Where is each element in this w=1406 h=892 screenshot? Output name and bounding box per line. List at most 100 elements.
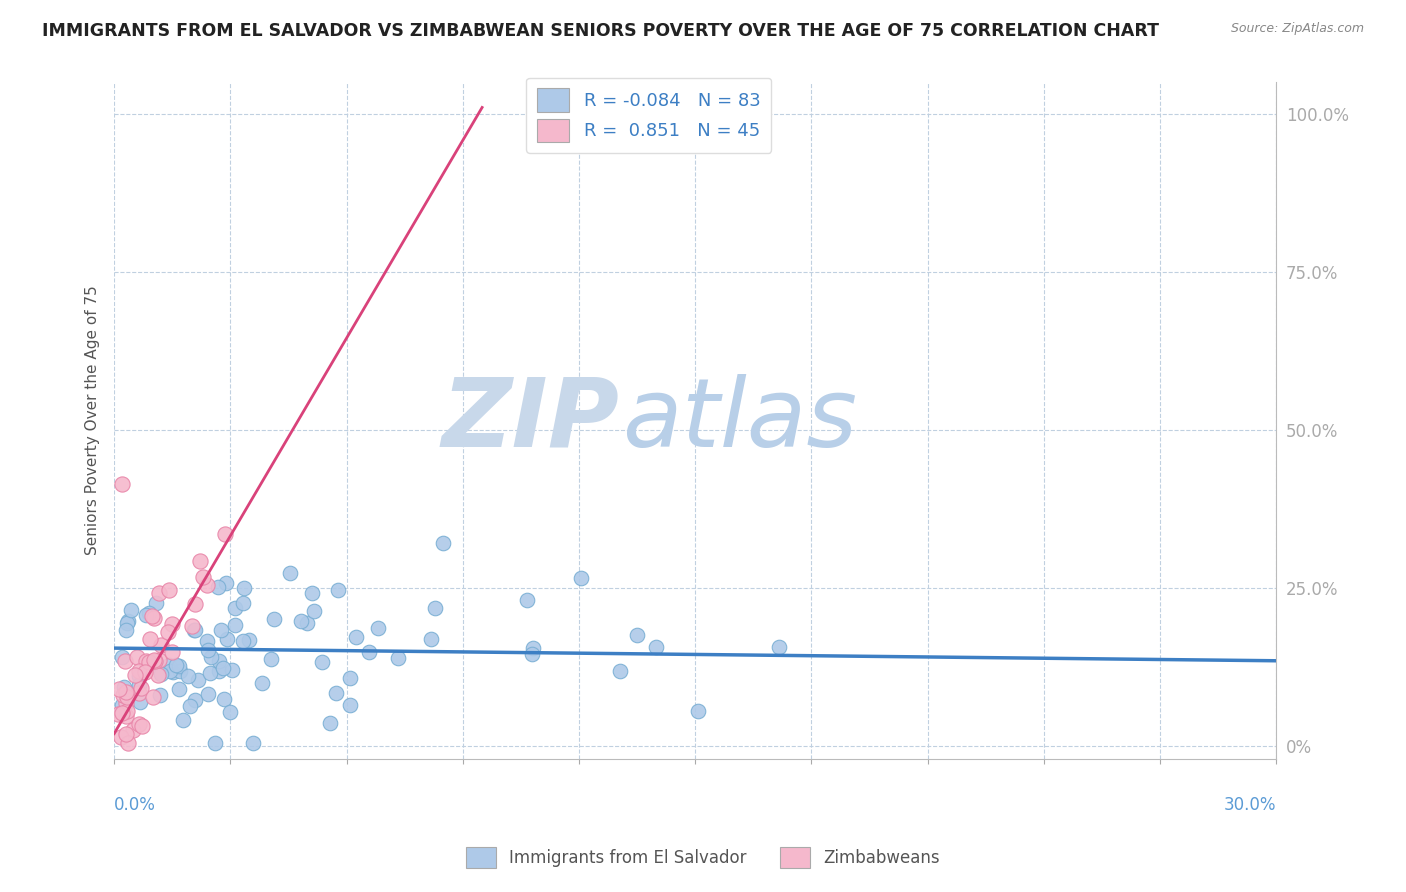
Point	[139, 632, 162, 646]
Point	[198, 666, 221, 681]
Point	[311, 655, 333, 669]
Text: Source: ZipAtlas.com: Source: ZipAtlas.com	[1230, 22, 1364, 36]
Point	[169, 664, 191, 678]
Point	[263, 611, 285, 625]
Point	[111, 476, 134, 491]
Point	[167, 681, 190, 696]
Point	[112, 688, 135, 702]
Point	[128, 669, 150, 683]
Point	[516, 593, 538, 607]
Point	[187, 673, 209, 687]
Point	[112, 680, 135, 694]
Point	[157, 625, 180, 640]
Point	[200, 650, 222, 665]
Point	[197, 687, 219, 701]
Point	[120, 603, 142, 617]
Point	[325, 686, 347, 700]
Point	[387, 651, 409, 665]
Point	[124, 668, 146, 682]
Point	[117, 614, 139, 628]
Text: 0.0%: 0.0%	[114, 796, 156, 814]
Point	[344, 630, 367, 644]
Point	[114, 654, 136, 668]
Point	[318, 716, 340, 731]
Point	[110, 730, 132, 744]
Point	[609, 665, 631, 679]
Point	[569, 572, 592, 586]
Point	[290, 614, 312, 628]
Point	[167, 658, 190, 673]
Point	[143, 611, 166, 625]
Point	[432, 536, 454, 550]
Point	[129, 681, 152, 695]
Point	[157, 657, 180, 672]
Point	[232, 596, 254, 610]
Y-axis label: Seniors Poverty Over the Age of 75: Seniors Poverty Over the Age of 75	[86, 285, 100, 556]
Point	[278, 566, 301, 580]
Point	[172, 714, 194, 728]
Point	[626, 628, 648, 642]
Point	[184, 623, 207, 637]
Point	[221, 663, 243, 677]
Point	[183, 623, 205, 637]
Point	[166, 657, 188, 672]
Point	[252, 676, 274, 690]
Point	[242, 736, 264, 750]
Text: 30.0%: 30.0%	[1223, 796, 1277, 814]
Point	[420, 632, 443, 646]
Point	[138, 655, 160, 669]
Point	[128, 677, 150, 691]
Point	[149, 667, 172, 681]
Point	[160, 645, 183, 659]
Point	[114, 709, 136, 723]
Point	[219, 706, 242, 720]
Text: ZIP: ZIP	[441, 374, 620, 467]
Point	[214, 576, 236, 591]
Point	[238, 633, 260, 648]
Point	[645, 640, 668, 654]
Point	[115, 727, 138, 741]
Point	[339, 671, 361, 685]
Point	[143, 657, 166, 671]
Point	[143, 654, 166, 668]
Point	[232, 633, 254, 648]
Point	[128, 664, 150, 678]
Point	[179, 698, 201, 713]
Point	[111, 698, 134, 713]
Point	[367, 620, 389, 634]
Point	[195, 578, 218, 592]
Point	[127, 649, 149, 664]
Point	[160, 617, 183, 632]
Point	[111, 706, 134, 721]
Point	[143, 653, 166, 667]
Point	[224, 617, 246, 632]
Point	[117, 690, 139, 704]
Point	[128, 695, 150, 709]
Point	[131, 719, 153, 733]
Point	[214, 527, 236, 541]
Point	[150, 638, 173, 652]
Point	[209, 623, 232, 637]
Point	[184, 597, 207, 611]
Point	[107, 706, 129, 721]
Point	[111, 650, 134, 665]
Point	[688, 704, 710, 718]
Point	[122, 723, 145, 738]
Point	[339, 698, 361, 712]
Text: atlas: atlas	[621, 374, 856, 467]
Point	[134, 665, 156, 680]
Point	[768, 640, 790, 654]
Point	[522, 640, 544, 655]
Point	[328, 582, 350, 597]
Point	[115, 685, 138, 699]
Point	[207, 580, 229, 594]
Point	[304, 604, 326, 618]
Point	[204, 736, 226, 750]
Point	[145, 596, 167, 610]
Point	[184, 692, 207, 706]
Point	[149, 688, 172, 702]
Point	[260, 652, 283, 666]
Point	[142, 690, 165, 704]
Point	[115, 616, 138, 631]
Point	[135, 607, 157, 622]
